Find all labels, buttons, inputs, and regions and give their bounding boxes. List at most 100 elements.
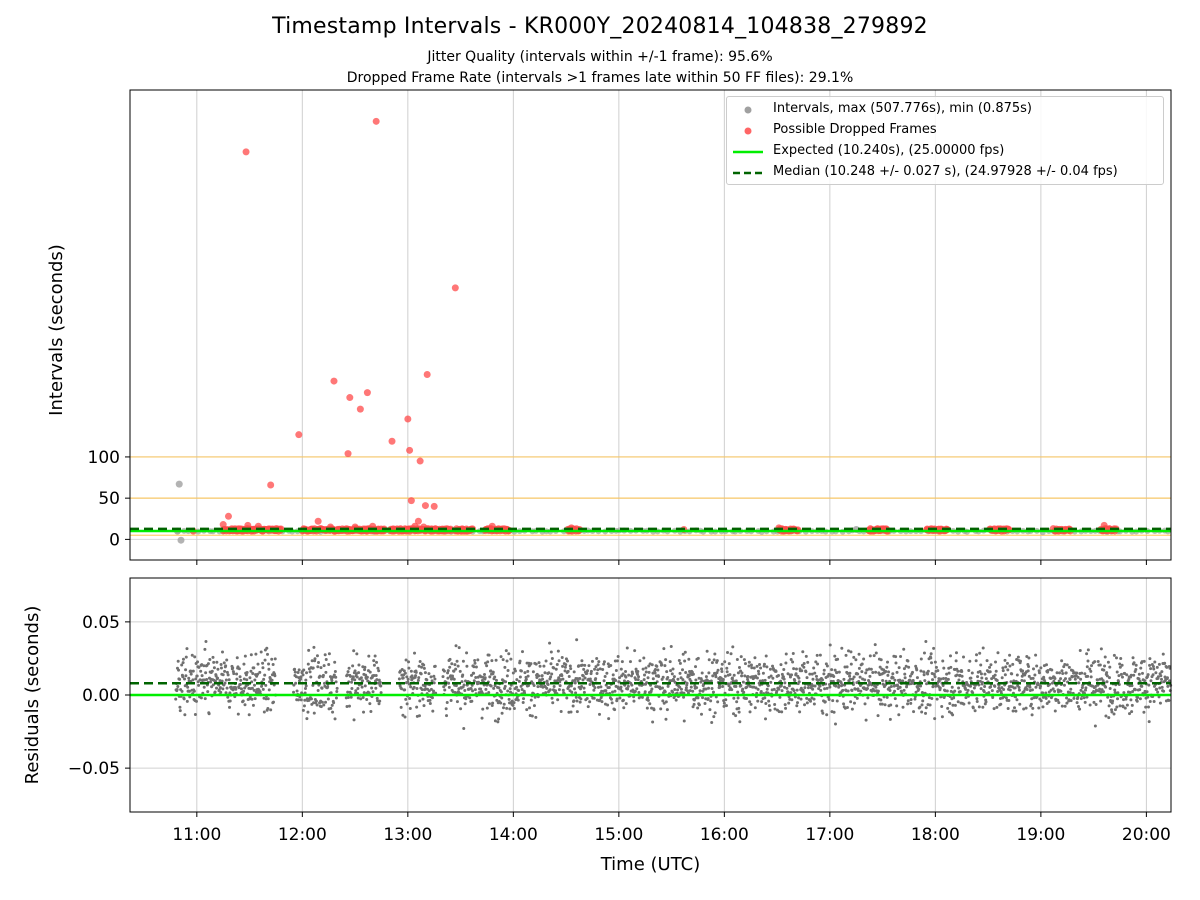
residual-point: [207, 712, 211, 716]
residual-point: [579, 697, 583, 701]
residual-point: [857, 666, 861, 670]
residual-point: [549, 650, 553, 654]
residual-point: [1046, 669, 1050, 673]
dropped-frame-point: [423, 370, 431, 378]
residual-point: [422, 666, 426, 670]
residual-point: [1148, 700, 1152, 704]
residual-point: [996, 690, 1000, 694]
residual-point: [762, 662, 766, 666]
residual-point: [737, 710, 741, 714]
residual-point: [1026, 669, 1030, 673]
residual-point: [930, 696, 934, 700]
residual-point: [177, 668, 181, 672]
residual-point: [863, 678, 867, 682]
residual-point: [473, 661, 477, 665]
residual-point: [956, 700, 960, 704]
residual-point: [316, 689, 320, 693]
residual-point: [632, 699, 636, 703]
residual-point: [183, 677, 187, 681]
residual-point: [819, 688, 823, 692]
residual-point: [602, 679, 606, 683]
residual-point: [414, 670, 418, 674]
residual-point: [618, 696, 622, 700]
residual-point: [995, 678, 999, 682]
residual-point: [941, 676, 945, 680]
residual-point: [924, 639, 928, 643]
residual-point: [676, 688, 680, 692]
residual-point: [669, 669, 673, 673]
residual-point: [580, 659, 584, 663]
residual-point: [377, 669, 381, 673]
residual-point: [1021, 669, 1025, 673]
residual-point: [487, 702, 491, 706]
residual-point: [1011, 709, 1015, 713]
residual-point: [990, 689, 994, 693]
dropped-frame-point: [242, 148, 250, 156]
residual-point: [603, 674, 607, 678]
residual-point: [779, 663, 783, 667]
residual-point: [550, 672, 554, 676]
residual-point: [1076, 675, 1080, 679]
residual-point: [570, 690, 574, 694]
residual-point: [713, 711, 717, 715]
residual-point: [512, 701, 516, 705]
residual-point: [1159, 674, 1163, 678]
residual-point: [624, 669, 628, 673]
legend-marker-red-dot: [744, 127, 752, 135]
residual-point: [480, 716, 484, 720]
residual-point: [444, 707, 448, 711]
residual-point: [334, 675, 338, 679]
residual-point: [422, 663, 426, 667]
residual-point: [859, 689, 863, 693]
residual-point: [666, 684, 670, 688]
residual-point: [650, 663, 654, 667]
residual-point: [581, 674, 585, 678]
residual-point: [582, 690, 586, 694]
dropped-frame-point: [224, 512, 232, 520]
residual-point: [420, 688, 424, 692]
residual-point: [237, 667, 241, 671]
residual-point: [600, 700, 604, 704]
residual-point: [368, 670, 372, 674]
residual-point: [771, 664, 775, 668]
residual-point: [1162, 689, 1166, 693]
residual-point: [1063, 704, 1067, 708]
residual-point: [988, 670, 992, 674]
residual-point: [575, 638, 579, 642]
residual-point: [784, 652, 788, 656]
residual-point: [1137, 672, 1141, 676]
residual-point: [1083, 672, 1087, 676]
residual-point: [834, 684, 838, 688]
residual-point: [202, 664, 206, 668]
residual-point: [721, 685, 725, 689]
residual-point: [402, 669, 406, 673]
residual-point: [1134, 663, 1138, 667]
residual-point: [221, 687, 225, 691]
residual-point: [1155, 687, 1159, 691]
residual-point: [406, 677, 410, 681]
residual-point: [585, 671, 589, 675]
residual-point: [743, 662, 747, 666]
residual-point: [891, 676, 895, 680]
residual-point: [1007, 698, 1011, 702]
residual-point: [252, 666, 256, 670]
residual-point: [560, 655, 564, 659]
residual-point: [443, 688, 447, 692]
residual-point: [483, 676, 487, 680]
residual-point: [223, 669, 227, 673]
legend-item-intervals: Intervals, max (507.776s), min (0.875s): [727, 99, 1163, 119]
residual-point: [1065, 696, 1069, 700]
residual-point: [780, 689, 784, 693]
residual-point: [732, 673, 736, 677]
residual-point: [189, 672, 193, 676]
residual-point: [236, 712, 240, 716]
residual-point: [423, 671, 427, 675]
residual-point: [641, 667, 645, 671]
residual-point: [333, 669, 337, 673]
residual-point: [1136, 695, 1140, 699]
residual-point: [1039, 684, 1043, 688]
residual-point: [1001, 669, 1005, 673]
residual-point: [1014, 709, 1018, 713]
residual-point: [583, 663, 587, 667]
